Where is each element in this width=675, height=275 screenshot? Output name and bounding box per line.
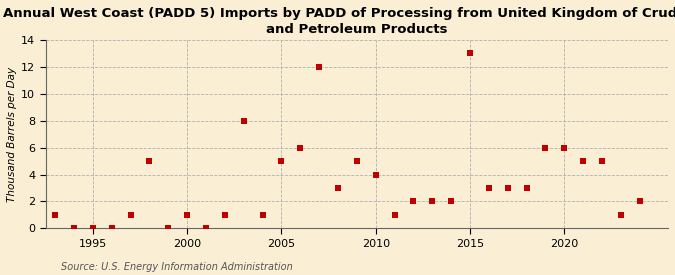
Point bbox=[69, 226, 80, 231]
Point bbox=[295, 145, 306, 150]
Point bbox=[50, 213, 61, 217]
Point bbox=[125, 213, 136, 217]
Point bbox=[408, 199, 418, 204]
Point bbox=[314, 65, 325, 69]
Text: Source: U.S. Energy Information Administration: Source: U.S. Energy Information Administ… bbox=[61, 262, 292, 272]
Point bbox=[483, 186, 494, 190]
Point bbox=[257, 213, 268, 217]
Point bbox=[238, 119, 249, 123]
Point bbox=[578, 159, 589, 163]
Point bbox=[521, 186, 532, 190]
Point bbox=[200, 226, 211, 231]
Point bbox=[389, 213, 400, 217]
Point bbox=[106, 226, 117, 231]
Point bbox=[616, 213, 626, 217]
Point bbox=[333, 186, 344, 190]
Point bbox=[597, 159, 608, 163]
Point bbox=[540, 145, 551, 150]
Point bbox=[464, 51, 475, 56]
Point bbox=[182, 213, 192, 217]
Point bbox=[276, 159, 287, 163]
Point bbox=[446, 199, 456, 204]
Point bbox=[634, 199, 645, 204]
Point bbox=[352, 159, 362, 163]
Point bbox=[427, 199, 437, 204]
Title: Annual West Coast (PADD 5) Imports by PADD of Processing from United Kingdom of : Annual West Coast (PADD 5) Imports by PA… bbox=[3, 7, 675, 36]
Point bbox=[502, 186, 513, 190]
Point bbox=[219, 213, 230, 217]
Y-axis label: Thousand Barrels per Day: Thousand Barrels per Day bbox=[7, 67, 17, 202]
Point bbox=[144, 159, 155, 163]
Point bbox=[163, 226, 173, 231]
Point bbox=[371, 172, 381, 177]
Point bbox=[559, 145, 570, 150]
Point bbox=[87, 226, 98, 231]
